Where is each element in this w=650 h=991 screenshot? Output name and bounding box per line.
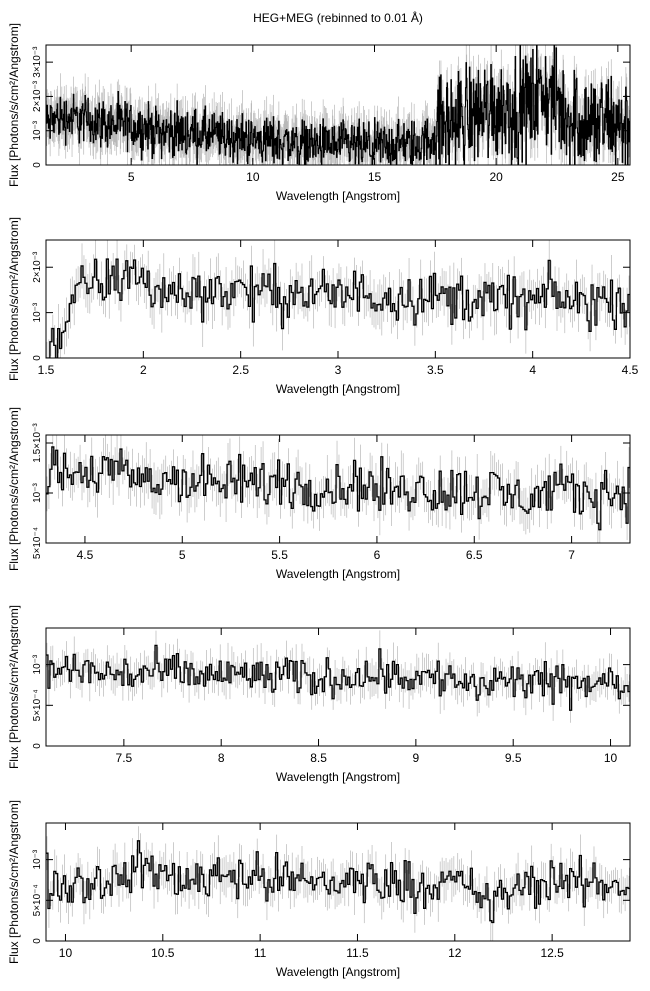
x-axis-label: Wavelength [Angstrom] (276, 382, 400, 396)
x-tick-label: 10 (604, 751, 618, 765)
figure-title: HEG+MEG (rebinned to 0.01 Å) (253, 10, 423, 25)
y-tick-label: 5×10⁻⁴ (32, 527, 43, 559)
plot-frame (45, 627, 631, 747)
y-tick-label: 2×10⁻³ (32, 80, 43, 112)
x-axis-label: Wavelength [Angstrom] (276, 567, 400, 581)
y-tick-label: 10⁻³ (32, 302, 43, 322)
y-axis-label: Flux [Photons/s/cm²/Angstrom] (7, 407, 21, 571)
spectrum-line (46, 644, 630, 711)
spectrum-line (46, 258, 630, 358)
plot-frame (45, 822, 631, 942)
x-tick-label: 15 (368, 170, 382, 184)
x-tick-label: 7 (568, 548, 575, 562)
x-axis-label: Wavelength [Angstrom] (276, 965, 400, 979)
error-bars (46, 240, 630, 358)
y-tick-label: 10⁻³ (32, 654, 43, 674)
x-tick-label: 10 (246, 170, 260, 184)
x-tick-label: 3.5 (427, 363, 444, 377)
y-tick-label: 2×10⁻³ (32, 251, 43, 283)
y-tick-label: 10⁻³ (32, 482, 43, 502)
plot-frame (45, 44, 631, 166)
x-tick-label: 9 (413, 751, 420, 765)
y-tick-label: 0 (32, 162, 43, 168)
x-tick-label: 11.5 (346, 946, 369, 960)
x-tick-label: 9.5 (505, 751, 522, 765)
chart-panel-1: 5 10 15 20 25 0 10⁻³ 2×10⁻³ 3×10⁻³ Wavelength [An… (7, 23, 631, 203)
chart-panel-5: 10 10.5 11 11.5 12 12.5 0 5×10⁻⁴ 10⁻³ Wavelength … (7, 800, 631, 979)
y-tick-label: 0 (32, 355, 43, 361)
x-tick-label: 2.5 (232, 363, 249, 377)
y-axis-label: Flux [Photons/s/cm²/Angstrom] (7, 605, 21, 769)
y-tick-label: 3×10⁻³ (32, 46, 43, 78)
chart-panel-3: 4.5 5 5.5 6 6.5 7 5×10⁻⁴ 10⁻³ 1.5×10⁻³ Wavelength… (7, 407, 631, 581)
x-tick-label: 7.5 (116, 751, 133, 765)
error-bars (46, 630, 630, 723)
x-tick-label: 8.5 (310, 751, 327, 765)
x-tick-label: 10 (59, 946, 73, 960)
y-tick-label: 0 (32, 743, 43, 749)
spectrum-line (46, 840, 630, 924)
y-tick-label: 0 (32, 938, 43, 944)
spectrum-line (46, 45, 630, 165)
x-tick-label: 12 (448, 946, 462, 960)
x-axis-label: Wavelength [Angstrom] (276, 189, 400, 203)
x-tick-label: 1.5 (38, 363, 55, 377)
spectrum-line (46, 446, 630, 531)
x-tick-label: 4.5 (622, 363, 639, 377)
x-axis-label: Wavelength [Angstrom] (276, 770, 400, 784)
x-tick-label: 10.5 (151, 946, 175, 960)
x-tick-label: 5 (128, 170, 135, 184)
y-tick-label: 5×10⁻⁴ (32, 689, 43, 721)
chart-panel-2: 1.5 2 2.5 3 3.5 4 4.5 0 10⁻³ 2×10⁻³ Wavelength [An… (7, 217, 639, 396)
error-bars (46, 826, 630, 941)
y-tick-label: 5×10⁻⁴ (32, 884, 43, 916)
x-tick-label: 5 (179, 548, 186, 562)
x-tick-label: 4.5 (77, 548, 94, 562)
y-tick-label: 10⁻³ (32, 849, 43, 869)
x-tick-label: 25 (611, 170, 625, 184)
x-tick-label: 20 (489, 170, 503, 184)
chart-panel-4: 7.5 8 8.5 9 9.5 10 0 5×10⁻⁴ 10⁻³ Wavelength [Angs… (7, 605, 631, 784)
y-tick-label: 10⁻³ (32, 120, 43, 140)
plot-frame (45, 434, 631, 544)
x-tick-label: 6.5 (466, 548, 483, 562)
x-tick-label: 3 (335, 363, 342, 377)
plot-frame (45, 239, 631, 359)
x-tick-label: 11 (254, 946, 267, 960)
x-tick-label: 5.5 (271, 548, 288, 562)
y-axis-label: Flux [Photons/s/cm²/Angstrom] (7, 800, 21, 964)
y-axis-label: Flux [Photons/s/cm²/Angstrom] (7, 23, 21, 187)
x-tick-label: 6 (374, 548, 381, 562)
x-tick-label: 2 (140, 363, 147, 377)
y-tick-label: 1.5×10⁻³ (32, 423, 43, 463)
x-tick-label: 4 (529, 363, 536, 377)
y-axis-label: Flux [Photons/s/cm²/Angstrom] (7, 217, 21, 381)
error-bars (46, 435, 630, 543)
x-tick-label: 8 (218, 751, 225, 765)
x-tick-label: 12.5 (540, 946, 564, 960)
